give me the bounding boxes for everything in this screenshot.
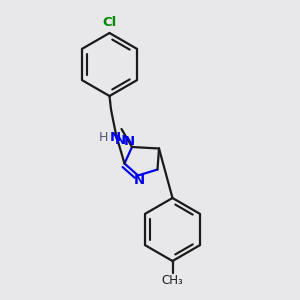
Text: N: N (134, 174, 145, 188)
Text: N: N (114, 134, 126, 146)
Text: Cl: Cl (102, 16, 117, 29)
Text: N: N (110, 130, 121, 144)
Text: CH₃: CH₃ (162, 274, 183, 287)
Text: H: H (99, 130, 109, 144)
Text: N: N (123, 135, 135, 148)
